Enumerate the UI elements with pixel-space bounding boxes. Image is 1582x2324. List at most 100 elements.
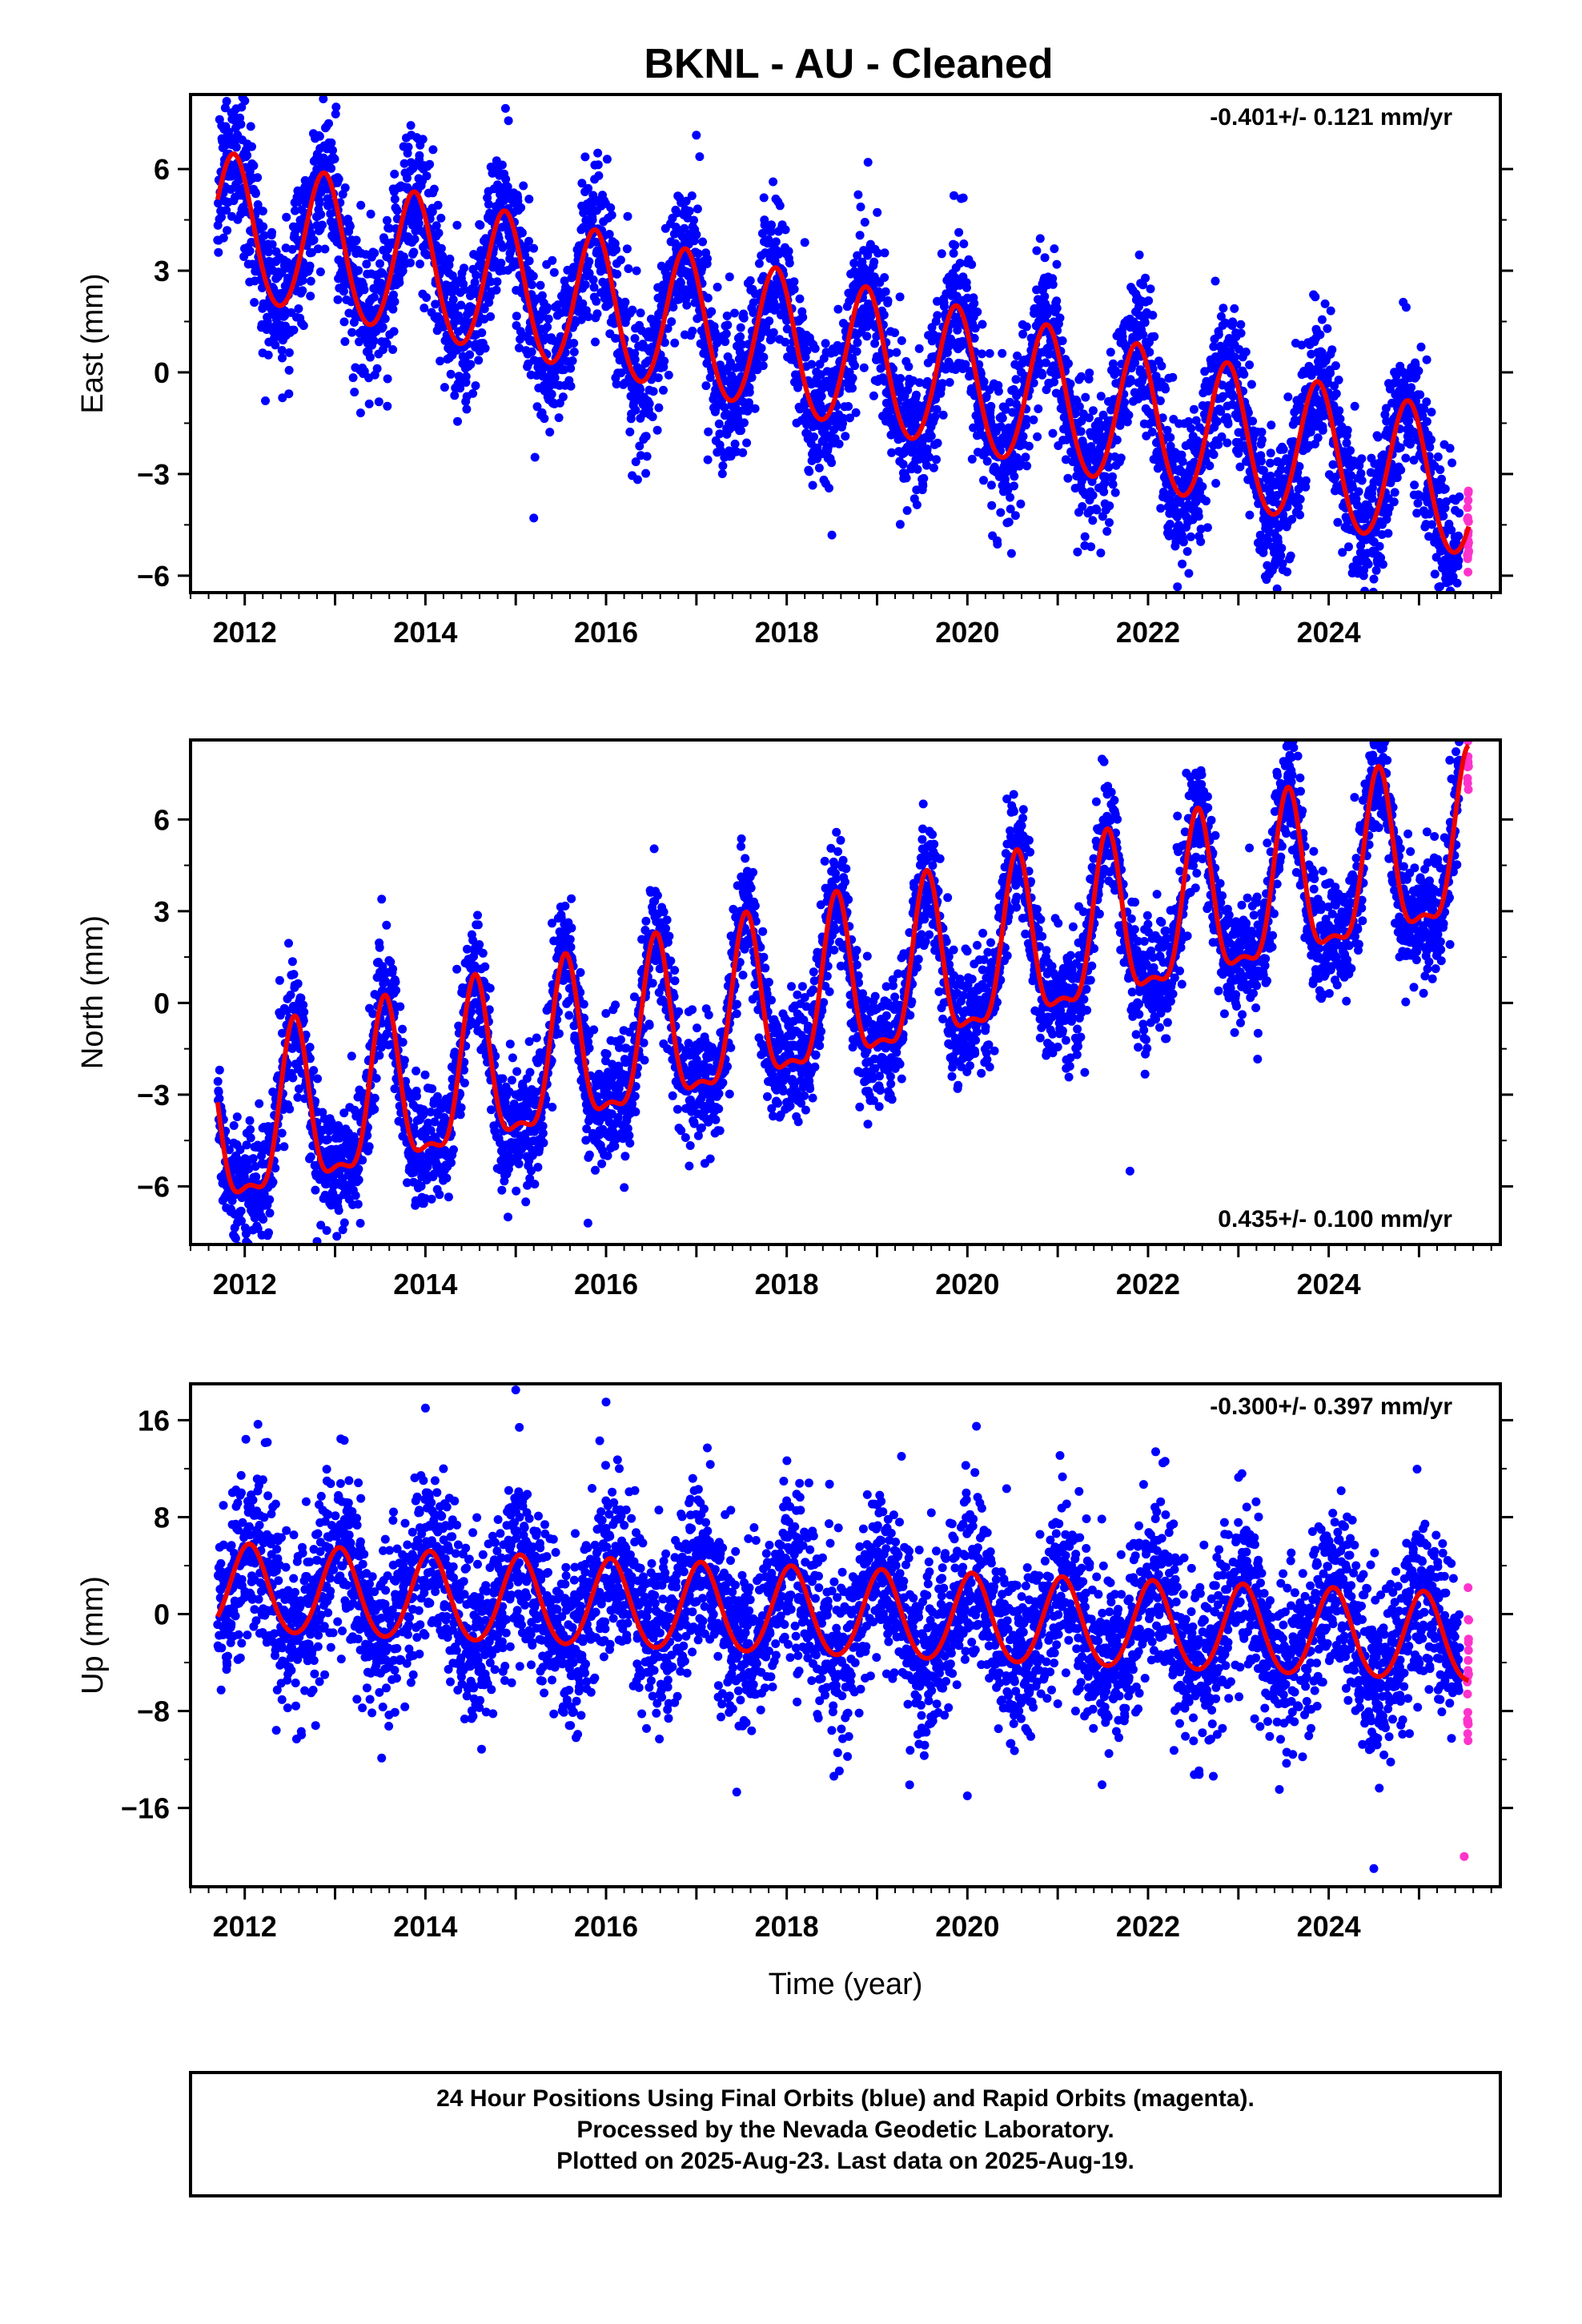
data-point	[620, 297, 630, 307]
data-point	[460, 263, 468, 273]
data-point	[781, 225, 790, 235]
data-point	[278, 353, 287, 363]
data-point	[1437, 474, 1447, 484]
data-point	[349, 318, 359, 327]
data-point	[632, 475, 642, 485]
data-point	[395, 278, 404, 287]
data-point	[631, 405, 640, 415]
data-point	[420, 304, 429, 313]
data-point	[723, 320, 733, 330]
data-point	[347, 328, 357, 337]
data-point	[414, 219, 424, 228]
data-point	[970, 299, 979, 308]
data-point	[745, 388, 754, 397]
data-point	[284, 389, 294, 399]
data-point	[1202, 497, 1211, 506]
data-point	[1010, 511, 1020, 521]
data-point	[306, 276, 315, 286]
data-point	[1344, 542, 1353, 552]
data-point	[1430, 569, 1439, 579]
data-point	[1106, 348, 1115, 357]
data-point	[380, 314, 390, 324]
data-point	[1378, 560, 1387, 569]
data-point	[350, 388, 359, 397]
data-point	[416, 259, 424, 269]
data-point	[507, 244, 516, 254]
data-point	[901, 473, 911, 483]
data-point	[529, 243, 539, 253]
data-point	[1088, 516, 1098, 525]
data-point	[366, 209, 375, 219]
data-point	[648, 412, 657, 421]
data-point	[428, 207, 437, 216]
data-point	[236, 1206, 246, 1216]
data-point	[929, 463, 938, 472]
data-point	[400, 252, 408, 262]
data-point	[725, 272, 734, 282]
data-point	[800, 238, 809, 247]
data-point	[231, 143, 241, 152]
data-point	[1343, 425, 1352, 435]
data-point	[682, 300, 692, 310]
data-point	[1427, 408, 1436, 417]
data-point	[1105, 501, 1114, 511]
data-point	[914, 344, 924, 353]
data-point	[339, 317, 349, 327]
data-point	[1140, 318, 1150, 328]
data-point	[1178, 456, 1187, 466]
data-point	[519, 181, 528, 191]
data-point	[833, 304, 843, 314]
data-point	[993, 540, 1002, 549]
data-point	[213, 1076, 223, 1086]
data-point	[267, 227, 276, 237]
data-point	[1317, 315, 1327, 324]
data-point	[1124, 410, 1134, 420]
data-point	[1018, 329, 1028, 339]
data-point	[1108, 480, 1118, 489]
data-point	[1029, 415, 1038, 424]
data-point	[1214, 330, 1223, 340]
data-point	[950, 240, 960, 250]
data-point	[309, 235, 319, 245]
data-point	[577, 179, 587, 188]
data-point	[566, 364, 576, 373]
data-point	[1354, 487, 1363, 497]
data-point	[730, 308, 739, 318]
data-point	[521, 244, 531, 253]
data-point	[844, 402, 853, 411]
data-point	[528, 271, 538, 281]
data-point	[516, 203, 526, 212]
y-tick-label: −6	[137, 560, 170, 593]
data-point	[348, 373, 358, 383]
data-point	[736, 332, 745, 341]
data-point	[717, 469, 727, 479]
data-point	[1157, 361, 1166, 371]
data-point	[375, 259, 384, 268]
rapid-data-point	[1464, 517, 1473, 526]
data-point	[1407, 383, 1416, 392]
data-point	[740, 418, 749, 428]
data-point	[446, 369, 456, 379]
data-point	[1144, 296, 1154, 305]
data-point	[919, 473, 929, 483]
outlier-point	[692, 131, 701, 140]
x-tick-label: 2012	[213, 616, 277, 649]
data-point	[294, 304, 303, 313]
data-point	[1346, 446, 1355, 456]
data-point	[340, 183, 350, 192]
data-point	[259, 222, 268, 231]
data-point	[382, 339, 391, 348]
data-point	[540, 414, 549, 424]
data-point	[359, 285, 369, 295]
data-point	[496, 259, 506, 267]
data-point	[1223, 438, 1232, 448]
data-point	[331, 103, 341, 112]
data-point	[388, 345, 398, 354]
data-point	[1148, 311, 1158, 320]
data-point	[432, 221, 441, 231]
data-point	[1077, 372, 1086, 381]
data-point	[1186, 532, 1195, 541]
data-point	[530, 452, 540, 462]
data-point	[1116, 453, 1126, 463]
data-point	[739, 313, 749, 323]
